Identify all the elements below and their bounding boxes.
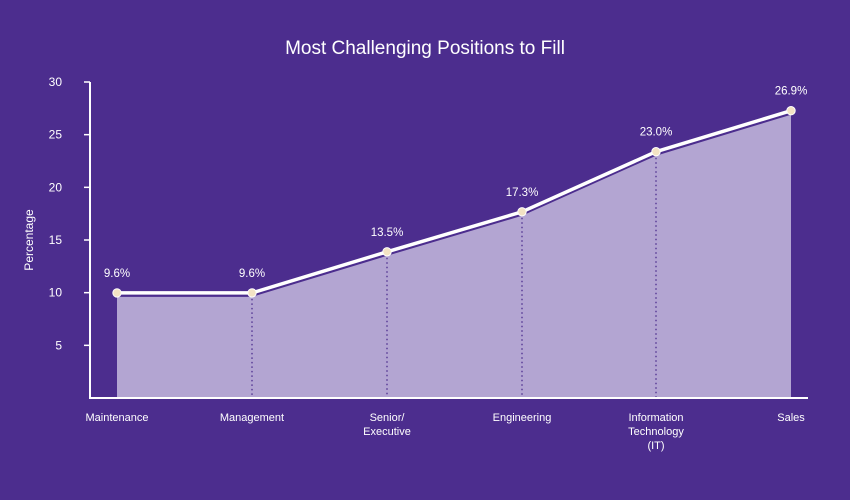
data-point: [786, 106, 796, 116]
data-label: 13.5%: [371, 227, 404, 239]
area-fill: [117, 114, 791, 398]
data-point: [112, 288, 122, 298]
data-label: 9.6%: [239, 268, 265, 280]
axes: [84, 81, 808, 399]
area-layer: [117, 114, 791, 398]
y-tick-label: 10: [49, 286, 63, 300]
y-axis-label: Percentage: [22, 209, 36, 271]
data-labels: 9.6% 9.6% 13.5% 17.3% 23.0% 26.9%: [104, 86, 807, 280]
data-point: [651, 147, 661, 157]
data-point: [517, 207, 527, 217]
x-tick-label: Information Technology (IT): [628, 412, 684, 452]
points: [112, 106, 796, 298]
data-label: 26.9%: [775, 86, 808, 98]
x-tick-label: Sales: [777, 412, 805, 424]
x-tick-label: Maintenance: [86, 412, 149, 424]
y-tick-label: 15: [49, 233, 63, 247]
y-tick-label: 25: [49, 128, 63, 142]
drop-lines: [251, 157, 657, 398]
y-tick-label: 5: [55, 338, 62, 352]
x-tick-labels: Maintenance Management Senior/Executive Eng…: [86, 412, 806, 452]
data-point: [382, 247, 392, 257]
x-tick-label: Management: [220, 412, 284, 424]
data-point: [247, 288, 257, 298]
series-line: [115, 108, 793, 295]
data-label: 17.3%: [506, 187, 539, 199]
data-label: 9.6%: [104, 268, 130, 280]
line-layer: [115, 108, 793, 295]
y-tick-label: 20: [49, 180, 63, 194]
y-tick-label: 30: [49, 75, 63, 89]
x-tick-label: Engineering: [493, 412, 552, 424]
chart-title: Most Challenging Positions to Fill: [285, 38, 565, 59]
data-label: 23.0%: [640, 127, 673, 139]
y-tick-labels: 5 10 15 20 25 30: [49, 75, 63, 352]
x-tick-label: Senior/Executive: [363, 412, 411, 438]
